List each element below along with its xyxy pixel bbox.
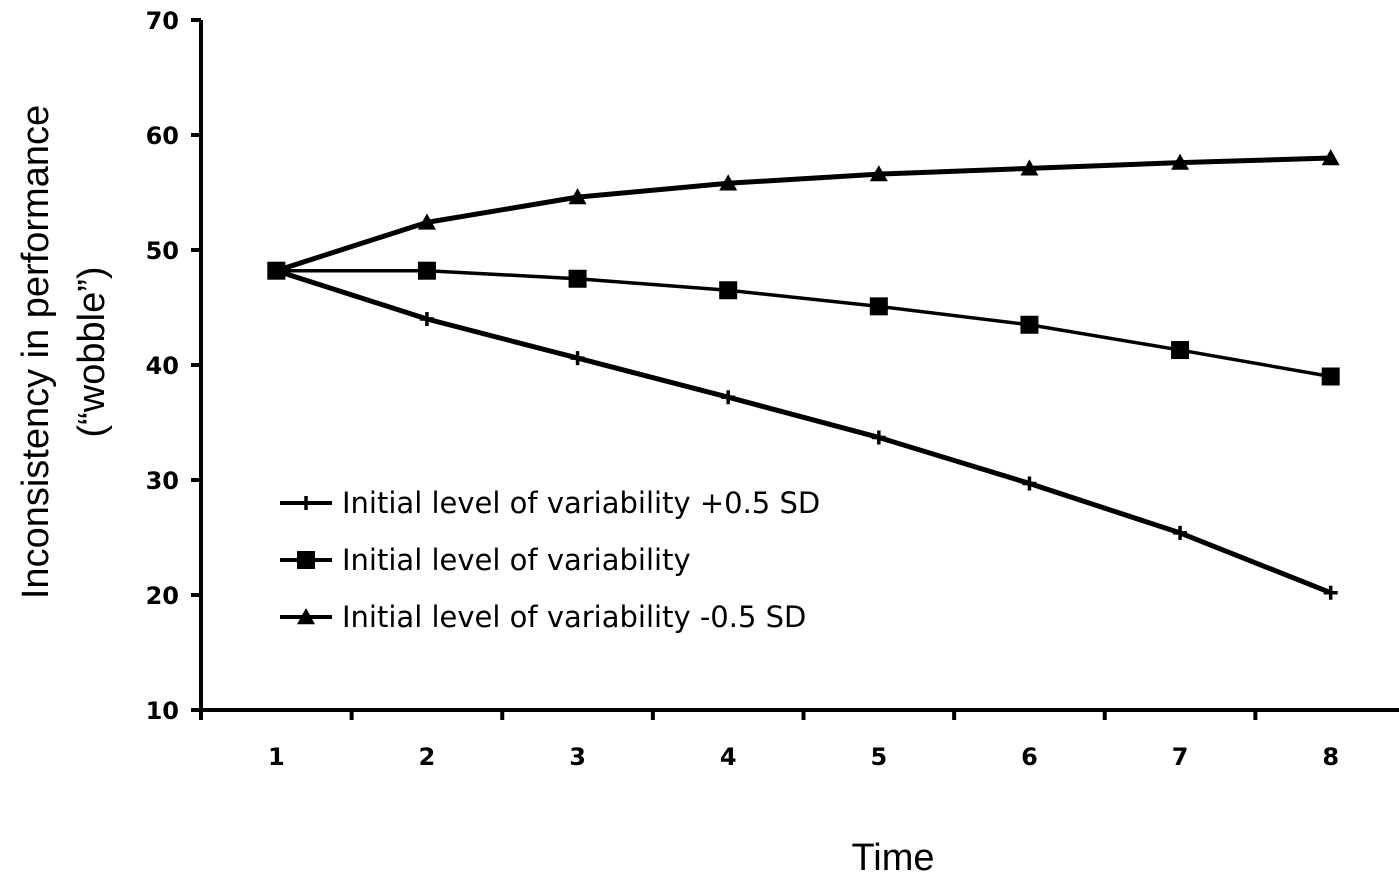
x-tick-label: 6 [1021,743,1038,771]
x-tick-label: 5 [870,743,887,771]
data-point [1321,367,1340,386]
legend-marker [299,496,313,510]
data-point [570,351,585,366]
series-1 [269,263,1338,600]
x-tick-label: 2 [419,743,436,771]
data-point [1171,153,1190,170]
axes-group: 10 20 30 40 50 60 70 1 2 3 4 5 6 7 8 [146,7,1399,771]
legend-label: Initial level of variability -0.5 SD [342,600,806,634]
x-tick-label: 8 [1322,743,1339,771]
legend-label: Initial level of variability +0.5 SD [342,486,820,520]
data-point [871,430,886,445]
y-tick-label: 40 [146,352,179,380]
series-line-3 [275,155,1331,274]
data-point [1020,315,1039,334]
data-point [568,188,587,205]
data-point [721,390,736,405]
series-line-2 [276,268,1331,379]
y-tick-label: 30 [146,467,179,495]
data-point [719,174,738,191]
y-tick-label: 50 [146,237,179,265]
data-point [1020,159,1039,176]
data-point [568,269,587,288]
y-tick-label: 70 [146,7,179,35]
data-point [719,281,738,300]
y-tick-label: 20 [146,582,179,610]
data-point [419,312,434,326]
data-point [417,261,436,280]
y-axis-title-line-2: (“wobble”) [71,266,113,437]
series-3 [267,149,1340,278]
x-tick-label: 1 [268,743,285,771]
y-tick-label: 60 [146,122,179,150]
x-tick-label: 3 [569,743,586,771]
legend-label: Initial level of variability [342,543,691,577]
series-line-1 [275,268,1332,596]
data-point [1321,149,1340,166]
data-point [1173,525,1188,540]
data-point [869,297,888,316]
data-point [1171,341,1190,360]
y-axis-title-line-1: Inconsistency in performance [15,105,57,599]
x-axis-title: Time [851,837,934,878]
data-point [417,213,436,230]
legend-marker [297,608,315,625]
y-axis-title: Inconsistency in performance (“wobble”) [15,105,113,599]
series-2 [267,261,1340,386]
legend-marker [297,551,315,569]
legend-item-3: Initial level of variability -0.5 SD [280,600,806,634]
data-point [267,261,286,278]
data-point [869,165,888,182]
legend-item-2: Initial level of variability [280,543,691,577]
legend: Initial level of variability +0.5 SD Init… [280,486,820,634]
y-tick-label: 10 [146,697,179,725]
data-point [1022,476,1037,491]
x-tick-label: 7 [1172,743,1189,771]
data-point [1323,585,1338,600]
x-tick-label: 4 [720,743,737,771]
legend-item-1: Initial level of variability +0.5 SD [280,486,820,520]
series-group [267,149,1340,600]
